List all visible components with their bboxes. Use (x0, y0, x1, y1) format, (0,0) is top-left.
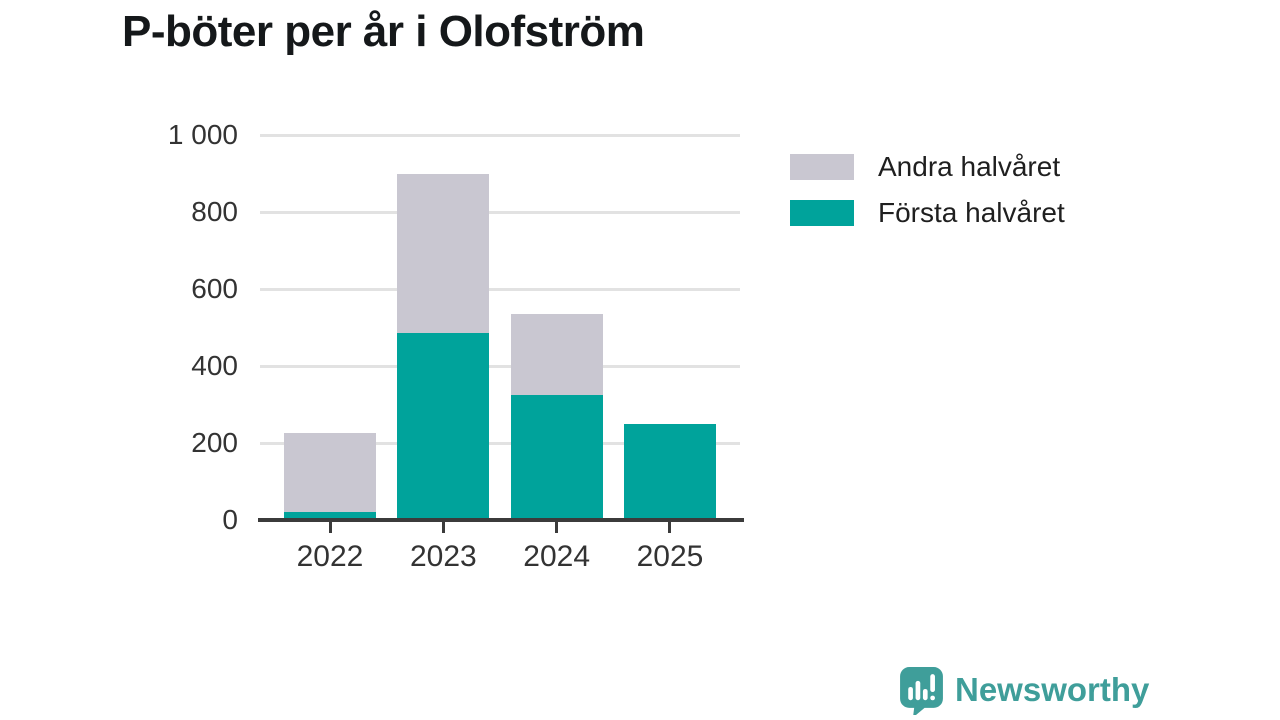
y-axis-tick-label-200: 200 (191, 427, 238, 458)
y-axis-tick-label-1000: 1 000 (167, 119, 238, 150)
bar-chart-speech-bubble-icon (900, 667, 943, 715)
y-axis-tick-label-400: 400 (191, 350, 238, 381)
legend-swatch-andra-halvåret (790, 154, 854, 180)
bar-segment-2023-första-halvåret (397, 333, 490, 520)
gridline-1000 (260, 133, 740, 137)
y-axis-tick-label-0: 0 (222, 504, 238, 535)
x-axis-line (258, 518, 744, 522)
plot-area: 0 200 400 600 800 1 000 2022 2023 2024 2025 (168, 120, 744, 573)
bar-segment-2025-första-halvåret (623, 423, 716, 520)
x-axis-tick-label-2023: 2023 (409, 540, 477, 573)
newsworthy-logo: Newsworthy (897, 665, 1149, 715)
legend-item-andra-halvåret: Andra halvåret (790, 151, 1065, 182)
x-axis-tick-label-2022: 2022 (296, 540, 364, 573)
x-axis-tick-label-2025: 2025 (636, 540, 704, 573)
bar-segment-2024-första-halvåret (510, 394, 603, 520)
chart-title: P-böter per år i Olofström (122, 7, 645, 56)
legend-label: Andra halvåret (878, 151, 1061, 182)
x-axis-tick-label-2024: 2024 (523, 540, 591, 573)
bar-segment-2022-andra-halvåret (284, 433, 376, 513)
gridline-200 (260, 441, 740, 445)
legend: Andra halvåret Första halvåret (790, 151, 1065, 228)
x-axis-tick-2022 (328, 522, 332, 533)
bar-segment-2022-första-halvåret (284, 512, 376, 520)
y-axis-tick-label-600: 600 (191, 273, 238, 304)
gridline-400 (260, 364, 740, 368)
y-axis-tick-label-800: 800 (191, 196, 238, 227)
gridline-600 (260, 287, 740, 291)
gridline-800 (260, 210, 740, 214)
x-axis-tick-2024 (555, 522, 559, 533)
x-axis-tick-2025 (668, 522, 672, 533)
legend-swatch-första-halvåret (790, 200, 854, 226)
legend-item-första-halvåret: Första halvåret (790, 197, 1065, 228)
x-axis-tick-2023 (441, 522, 445, 533)
legend-label: Första halvåret (878, 197, 1065, 228)
bar-segment-2023-andra-halvåret (397, 173, 490, 334)
logo-text: Newsworthy (955, 671, 1150, 708)
bar-segment-2024-andra-halvåret (510, 314, 603, 395)
